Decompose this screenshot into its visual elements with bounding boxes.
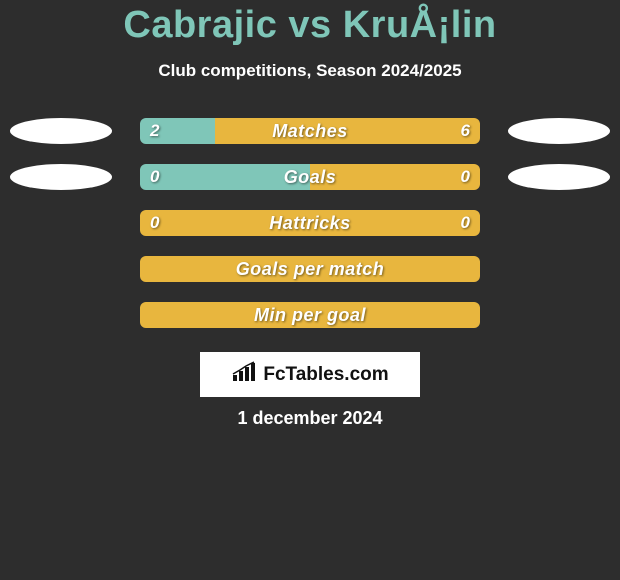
player-right-ellipse bbox=[508, 164, 610, 190]
chart-icon bbox=[231, 361, 257, 388]
player-left-ellipse bbox=[10, 164, 112, 190]
stat-label: Hattricks bbox=[140, 210, 480, 236]
stat-row: 26Matches bbox=[0, 108, 620, 154]
stat-bar: Goals per match bbox=[140, 256, 480, 282]
stat-bar: 00Goals bbox=[140, 164, 480, 190]
stat-row: Goals per match bbox=[0, 246, 620, 292]
stat-bar: 26Matches bbox=[140, 118, 480, 144]
stats-rows: 26Matches 00Goals 00Hattricks Goals per mat… bbox=[0, 108, 620, 338]
stat-row: Min per goal bbox=[0, 292, 620, 338]
player-left-ellipse bbox=[10, 118, 112, 144]
stat-row: 00Hattricks bbox=[0, 200, 620, 246]
stat-bar: 00Hattricks bbox=[140, 210, 480, 236]
logo-text: FcTables.com bbox=[263, 364, 388, 386]
site-logo: FcTables.com bbox=[200, 352, 420, 397]
stat-label: Goals bbox=[140, 164, 480, 190]
stat-label: Min per goal bbox=[140, 302, 480, 328]
page-title: Cabrajic vs KruÅ¡lin bbox=[0, 0, 620, 47]
stat-label: Matches bbox=[140, 118, 480, 144]
player-right-ellipse bbox=[508, 118, 610, 144]
date-text: 1 december 2024 bbox=[0, 408, 620, 429]
stat-label: Goals per match bbox=[140, 256, 480, 282]
subtitle: Club competitions, Season 2024/2025 bbox=[0, 61, 620, 81]
stat-bar: Min per goal bbox=[140, 302, 480, 328]
stat-row: 00Goals bbox=[0, 154, 620, 200]
